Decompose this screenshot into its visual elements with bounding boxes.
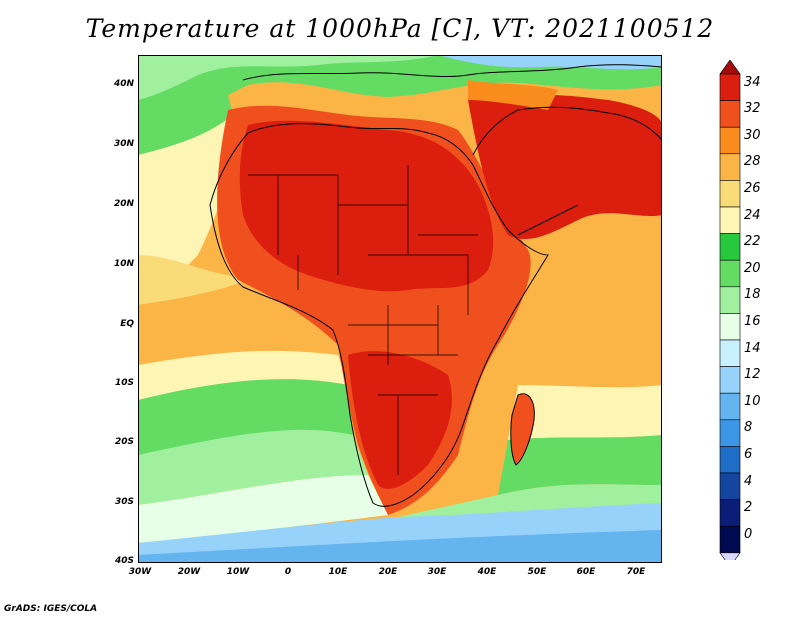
field-indian-green <box>498 435 662 495</box>
colorbar-box <box>719 446 741 474</box>
colorbar-label: 16 <box>744 314 761 329</box>
colorbar-box <box>719 366 741 394</box>
colorbar-label: 22 <box>744 234 761 250</box>
lon-tick-label: 50E <box>527 567 547 577</box>
colorbar-label: 26 <box>744 181 761 196</box>
field-south-atlantic-pale <box>138 475 388 543</box>
colorbar-box <box>719 233 741 261</box>
colorbar-label: 0 <box>744 526 753 542</box>
lat-tick-label: 10S <box>114 378 134 388</box>
colorbar-label: 28 <box>744 154 761 170</box>
colorbar-box <box>719 259 741 288</box>
lon-tick-label: 30W <box>128 567 152 577</box>
colorbar-label: 24 <box>744 207 761 223</box>
lon-tick-label: 10E <box>328 567 348 577</box>
colorbar-label: 10 <box>744 393 761 409</box>
colorbar-box <box>719 392 741 421</box>
field-south-cold-blue2 <box>138 530 662 563</box>
colorbar-box <box>719 499 741 527</box>
colorbar-box <box>719 525 741 554</box>
lat-tick-label: 40N <box>113 79 134 89</box>
colorbar <box>719 60 741 560</box>
colorbar-label: 8 <box>744 420 753 436</box>
colorbar-bottom-triangle <box>719 552 741 560</box>
colorbar-label: 32 <box>744 101 761 117</box>
colorbar-box <box>719 286 741 314</box>
coastline-madagascar <box>510 393 535 466</box>
colorbar-label: 34 <box>744 74 761 90</box>
colorbar-box <box>719 339 741 367</box>
field-south-atlantic-lightgreen <box>138 429 368 505</box>
colorbar-top-triangle <box>719 60 741 75</box>
colorbar-box <box>719 313 741 341</box>
lat-tick-label: 10N <box>113 259 134 269</box>
colorbar-label: 14 <box>744 340 761 356</box>
colorbar-label: 12 <box>744 367 761 383</box>
colorbar-box <box>719 73 741 101</box>
map-title: Temperature at 1000hPa [C], VT: 20211005… <box>85 14 715 43</box>
colorbar-label: 6 <box>744 447 753 462</box>
lon-tick-label: 0 <box>284 567 292 577</box>
field-west-atlantic-green <box>138 95 233 155</box>
field-madagascar <box>510 393 535 465</box>
country-borders <box>248 165 478 475</box>
lon-tick-label: 40E <box>477 567 497 577</box>
temperature-map <box>138 55 662 563</box>
colorbar-label: 30 <box>744 127 761 143</box>
field-europe-blue <box>438 55 662 70</box>
field-gulf-orange <box>468 80 558 110</box>
colorbar-box <box>719 180 741 208</box>
lat-tick-label: 30N <box>113 139 134 149</box>
colorbar-box <box>719 126 741 155</box>
colorbar-label: 20 <box>744 260 761 276</box>
lat-tick-label: 20S <box>114 437 134 447</box>
field-south-atlantic-green <box>138 379 353 455</box>
lat-tick-label: 40S <box>114 556 134 566</box>
colorbar-box <box>719 472 741 500</box>
lat-tick-label: EQ <box>120 319 134 329</box>
field-north-green <box>138 55 662 145</box>
lon-tick-label: 70E <box>626 567 646 577</box>
field-eq-atlantic <box>138 275 338 365</box>
field-indian-light <box>508 385 662 440</box>
colorbar-label: 4 <box>744 473 753 489</box>
field-eq-atlantic-light <box>138 255 248 305</box>
lon-tick-label: 20E <box>378 567 398 577</box>
colorbar-box <box>719 419 741 447</box>
lon-tick-label: 20W <box>177 567 201 577</box>
field-africa-red <box>239 120 494 292</box>
lon-tick-label: 10W <box>226 567 250 577</box>
field-indian-lightgreen <box>398 484 662 517</box>
field-southern-africa-red <box>348 351 452 489</box>
coastline-arabia <box>472 106 662 236</box>
lon-tick-label: 30E <box>427 567 447 577</box>
field-arabia-red <box>468 94 662 240</box>
lat-tick-label: 20N <box>113 199 134 209</box>
lat-tick-label: 30S <box>114 497 134 507</box>
grads-credit: GrADS: IGES/COLA <box>4 604 98 614</box>
colorbar-box <box>719 153 741 181</box>
map-border <box>138 55 662 563</box>
field-north-lightgreen <box>138 55 438 100</box>
colorbar-box <box>719 206 741 234</box>
lon-tick-label: 60E <box>576 567 596 577</box>
field-indian-yellow <box>518 230 662 388</box>
colorbar-box <box>719 100 741 128</box>
field-south-atlantic-yellow <box>138 350 348 400</box>
coastline-europe <box>242 64 662 81</box>
colorbar-label: 18 <box>744 287 761 303</box>
colorbar-label: 2 <box>744 500 753 516</box>
coastline-africa <box>209 123 549 507</box>
